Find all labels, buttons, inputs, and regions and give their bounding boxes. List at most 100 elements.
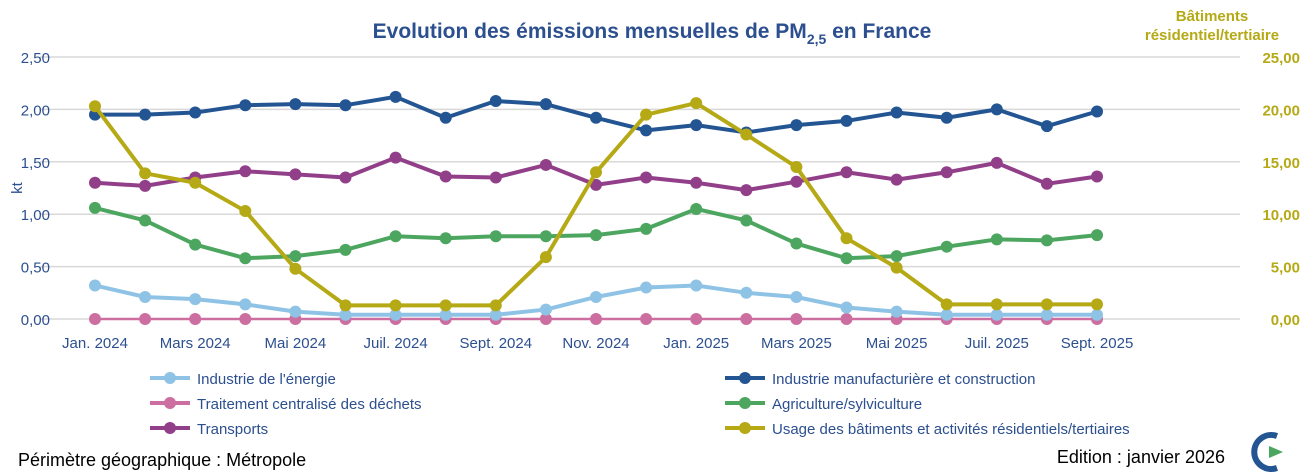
data-point: [139, 179, 152, 192]
data-point: [940, 166, 953, 179]
x-tick-label: Mai 2025: [866, 335, 928, 352]
left-tick-label: 1,50: [21, 155, 50, 172]
logo: [1251, 432, 1283, 472]
data-point: [539, 313, 552, 325]
data-point: [239, 165, 252, 178]
data-point: [990, 233, 1003, 246]
data-point: [640, 313, 653, 325]
x-tick-label: Juil. 2024: [363, 335, 427, 352]
data-point: [690, 202, 703, 215]
x-tick-label: Sept. 2024: [460, 335, 533, 352]
data-point: [389, 299, 402, 312]
data-point: [990, 103, 1003, 116]
right-tick-label: 20,00: [1262, 102, 1300, 119]
data-point: [189, 313, 202, 325]
data-point: [539, 251, 552, 264]
data-point: [940, 308, 953, 321]
series-5: [89, 97, 1103, 312]
data-point: [740, 184, 753, 197]
data-point: [890, 305, 903, 318]
data-point: [840, 301, 853, 314]
data-point: [790, 313, 803, 325]
data-point: [289, 262, 302, 275]
right-axis-title-line2: résidentiel/tertiaire: [1145, 27, 1279, 44]
data-point: [339, 99, 352, 112]
data-point: [590, 178, 602, 191]
data-point: [690, 97, 703, 110]
legend-marker: [164, 397, 176, 409]
data-point: [289, 98, 302, 111]
data-point: [1091, 170, 1103, 183]
legend-marker: [164, 422, 176, 434]
data-point: [539, 303, 552, 316]
data-point: [990, 298, 1003, 311]
left-tick-label: 0,50: [21, 260, 50, 277]
x-tick-label: Nov. 2024: [562, 335, 629, 352]
data-point: [439, 170, 452, 183]
data-point: [389, 230, 402, 243]
right-tick-label: 5,00: [1271, 260, 1300, 277]
data-point: [489, 230, 502, 243]
data-point: [890, 250, 903, 263]
data-point: [439, 232, 452, 245]
data-point: [139, 290, 152, 303]
left-tick-label: 0,00: [21, 312, 50, 329]
perimeter-note: Périmètre géographique : Métropole: [18, 450, 306, 470]
data-point: [489, 299, 502, 312]
left-tick-label: 2,00: [21, 102, 50, 119]
data-point: [289, 168, 302, 181]
chart-title: Evolution des émissions mensuelles de PM…: [373, 20, 932, 47]
legend-item: Industrie de l'énergie: [150, 371, 336, 388]
data-point: [1091, 229, 1103, 242]
data-point: [239, 313, 252, 325]
data-point: [139, 167, 152, 180]
data-point: [189, 238, 202, 251]
data-point: [640, 124, 653, 137]
data-point: [89, 176, 101, 189]
data-point: [840, 114, 853, 127]
data-point: [89, 201, 101, 214]
data-point: [489, 171, 502, 184]
data-point: [590, 313, 602, 325]
data-point: [339, 299, 352, 312]
data-point: [489, 308, 502, 321]
data-point: [189, 106, 202, 119]
data-point: [840, 252, 853, 265]
x-tick-label: Jan. 2025: [663, 335, 729, 352]
data-point: [439, 308, 452, 321]
legend-item: Usage des bâtiments et activités résiden…: [725, 421, 1130, 438]
legend-marker: [739, 422, 751, 434]
data-point: [239, 298, 252, 311]
legend-item: Traitement centralisé des déchets: [150, 396, 422, 413]
legend-marker: [164, 372, 176, 384]
data-point: [740, 313, 753, 325]
legend-item: Agriculture/sylviculture: [725, 396, 922, 413]
series-0: [89, 279, 1103, 321]
x-tick-label: Mai 2024: [265, 335, 327, 352]
data-point: [740, 286, 753, 299]
data-point: [640, 108, 653, 121]
data-point: [439, 299, 452, 312]
data-point: [339, 171, 352, 184]
data-point: [690, 119, 703, 132]
data-point: [1040, 308, 1053, 321]
data-point: [640, 171, 653, 184]
data-point: [740, 128, 753, 141]
right-tick-label: 15,00: [1262, 155, 1300, 172]
data-point: [189, 176, 202, 189]
data-point: [640, 281, 653, 294]
data-point: [640, 222, 653, 235]
legend-label: Usage des bâtiments et activités résiden…: [772, 421, 1130, 438]
legend-item: Industrie manufacturière et construction: [725, 371, 1035, 388]
series-line: [93, 101, 1097, 308]
data-point: [389, 151, 402, 164]
data-point: [339, 308, 352, 321]
legend-label: Traitement centralisé des déchets: [197, 396, 422, 413]
legend-label: Transports: [197, 421, 268, 438]
data-point: [840, 232, 853, 245]
data-point: [840, 313, 853, 325]
data-point: [89, 279, 101, 292]
data-point: [790, 175, 803, 188]
x-tick-label: Mars 2024: [160, 335, 231, 352]
